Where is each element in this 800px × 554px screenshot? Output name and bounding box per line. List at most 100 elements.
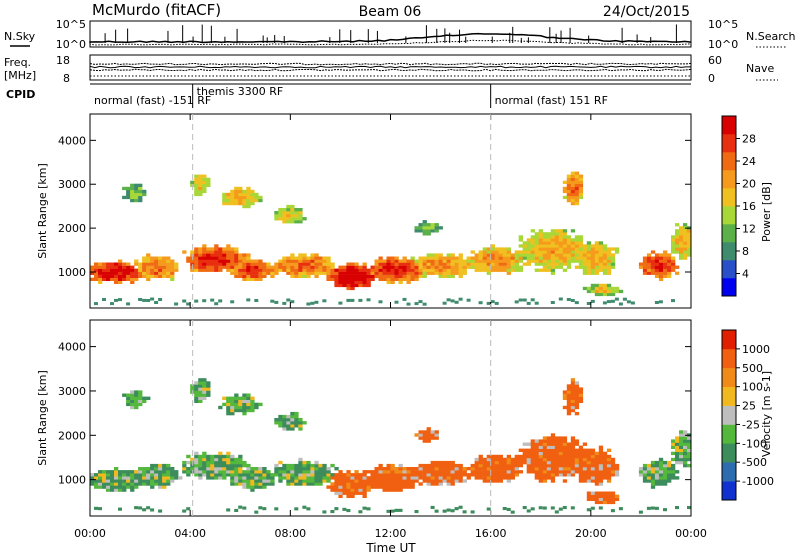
power-cell [546, 235, 552, 239]
power-cell [210, 262, 215, 266]
power-cell [206, 262, 211, 266]
velocity-cell [478, 457, 483, 462]
velocity-cell [562, 439, 568, 443]
power-cell [642, 259, 648, 263]
power-cell [534, 241, 539, 245]
velocity-cell [490, 467, 495, 471]
velocity-cell [498, 476, 503, 480]
power-cell [218, 299, 223, 303]
velocity-cell [679, 460, 684, 465]
velocity-cell [322, 463, 327, 468]
velocity-cell [582, 442, 588, 446]
velocity-cell [542, 479, 548, 483]
velocity-cell [154, 467, 159, 471]
power-cell [410, 259, 415, 263]
power-cell [594, 271, 600, 275]
velocity-cell [450, 467, 455, 471]
power-cell [242, 192, 247, 197]
velocity-cell [194, 454, 199, 459]
velocity-cell [390, 485, 395, 489]
power-cell [390, 280, 395, 284]
power-cell [610, 299, 615, 303]
velocity-cell [430, 430, 435, 434]
power-cell [671, 265, 676, 269]
velocity-cell [606, 470, 612, 474]
power-cell [342, 274, 347, 278]
power-cell [683, 235, 688, 239]
velocity-cell [586, 508, 591, 512]
power-cell [354, 265, 359, 269]
power-cell [234, 250, 239, 254]
power-cell [510, 268, 515, 272]
velocity-cell [390, 476, 395, 480]
velocity-cell [534, 470, 539, 474]
power-cell [478, 262, 483, 266]
colorbar-swatch [722, 481, 736, 501]
velocity-cell [330, 473, 335, 477]
power-cell [570, 253, 576, 257]
velocity-cell [538, 439, 543, 443]
power-cell [486, 247, 491, 251]
power-cell [206, 250, 211, 254]
power-cell [687, 229, 692, 233]
velocity-cell [142, 399, 147, 403]
velocity-cell [98, 482, 103, 486]
velocity-cell [578, 390, 584, 394]
power-cell [675, 244, 680, 248]
power-cell [342, 277, 347, 281]
velocity-cell [530, 460, 535, 465]
velocity-cell [298, 479, 303, 483]
power-cell [462, 262, 467, 266]
power-colorbar-label: Power [dB] [760, 182, 773, 242]
power-cell [374, 271, 379, 275]
velocity-cell [258, 482, 263, 486]
velocity-cell [334, 488, 339, 492]
velocity-cell [486, 454, 491, 459]
velocity-cell [434, 467, 439, 471]
power-cell [162, 271, 167, 275]
colorbar-tick-label: 25 [742, 400, 756, 413]
velocity-cell [570, 473, 576, 477]
velocity-cell [194, 390, 199, 394]
power-cell [142, 265, 147, 269]
power-cell [354, 280, 359, 284]
power-cell [262, 265, 267, 269]
power-cell [258, 274, 263, 278]
velocity-cell [394, 479, 399, 483]
power-cell [606, 300, 611, 304]
power-cell [230, 250, 235, 254]
cpid-segment-label: normal (fast) -151 RF [94, 94, 211, 107]
velocity-cell [422, 439, 427, 443]
velocity-cell [522, 448, 527, 452]
power-cell [310, 256, 315, 260]
power-cell [194, 177, 199, 181]
velocity-cell [362, 485, 367, 489]
power-cell [290, 271, 295, 275]
velocity-cell [446, 470, 451, 474]
velocity-cell [490, 470, 495, 474]
velocity-cell [334, 482, 339, 486]
power-cell [294, 214, 299, 218]
velocity-cell [546, 476, 552, 480]
velocity-cell [566, 457, 572, 462]
power-cell [258, 268, 263, 272]
power-cell [494, 301, 499, 305]
velocity-cell [534, 473, 539, 477]
power-cell [675, 229, 680, 233]
velocity-cell [198, 460, 203, 465]
power-cell [430, 223, 435, 227]
power-cell [354, 283, 359, 288]
velocity-cell [114, 476, 119, 480]
velocity-cell [198, 381, 203, 385]
velocity-cell [574, 387, 580, 391]
velocity-cell [442, 463, 447, 468]
velocity-cell [522, 442, 527, 446]
velocity-cell [110, 488, 115, 492]
power-cell [302, 256, 307, 260]
power-cell [598, 247, 604, 251]
power-cell [122, 268, 127, 272]
power-cell [126, 265, 131, 269]
velocity-cell [510, 473, 515, 477]
velocity-cell [290, 479, 295, 483]
